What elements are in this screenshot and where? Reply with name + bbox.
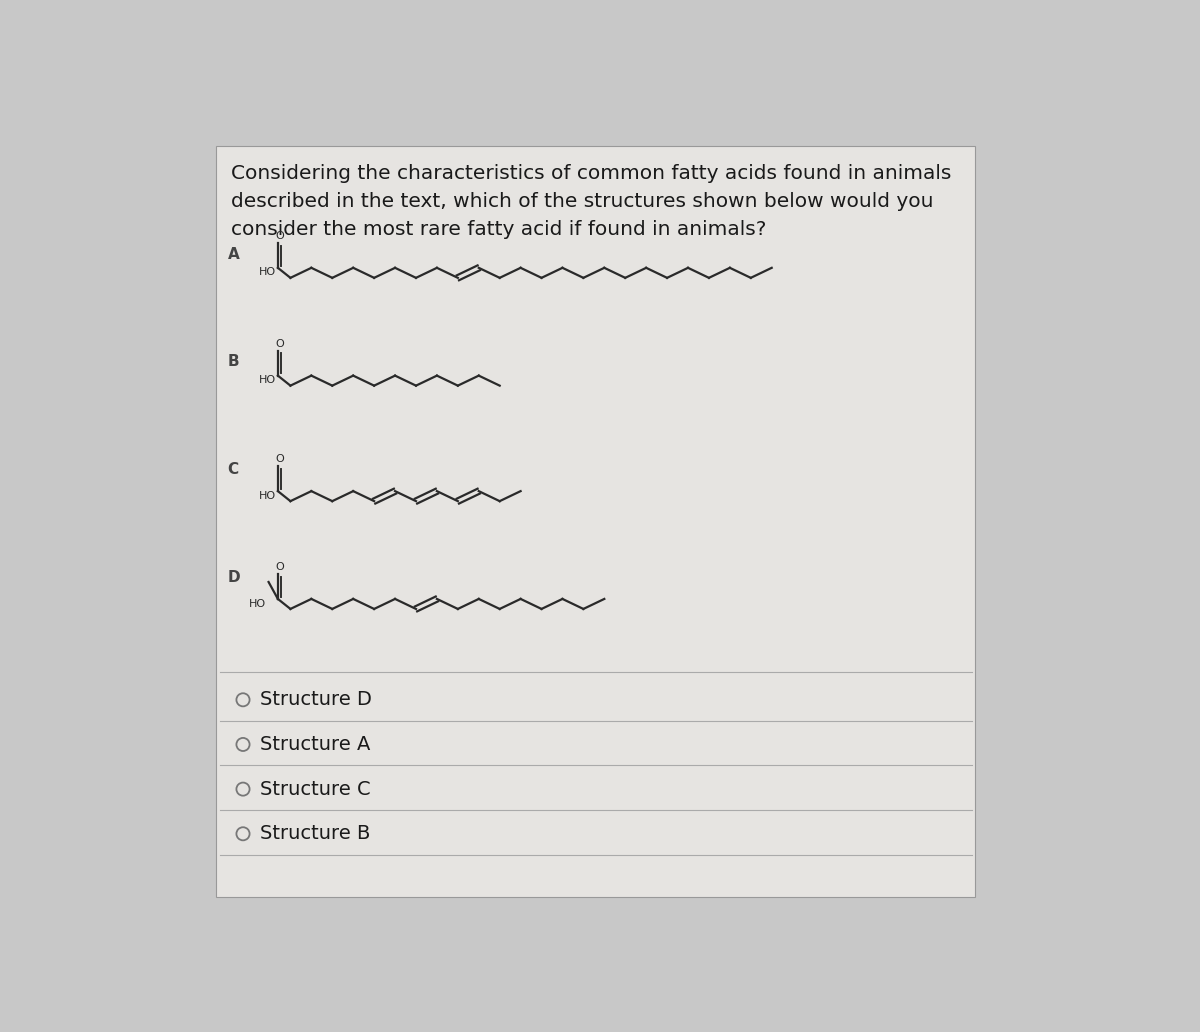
Text: C: C [228, 462, 239, 477]
Text: Structure B: Structure B [260, 825, 371, 843]
Text: HO: HO [250, 599, 266, 609]
Text: Structure D: Structure D [260, 690, 372, 709]
Text: A: A [228, 247, 239, 261]
Text: HO: HO [259, 491, 276, 501]
FancyBboxPatch shape [216, 147, 976, 897]
Text: O: O [275, 454, 283, 464]
Text: Considering the characteristics of common fatty acids found in animals
described: Considering the characteristics of commo… [232, 164, 952, 238]
Text: O: O [275, 231, 283, 240]
Text: HO: HO [259, 267, 276, 278]
Text: B: B [228, 354, 239, 369]
Text: D: D [228, 570, 240, 585]
Text: Structure A: Structure A [260, 735, 371, 754]
Text: O: O [275, 562, 283, 572]
Text: HO: HO [259, 376, 276, 385]
Text: Structure C: Structure C [260, 779, 371, 799]
Text: O: O [275, 338, 283, 349]
